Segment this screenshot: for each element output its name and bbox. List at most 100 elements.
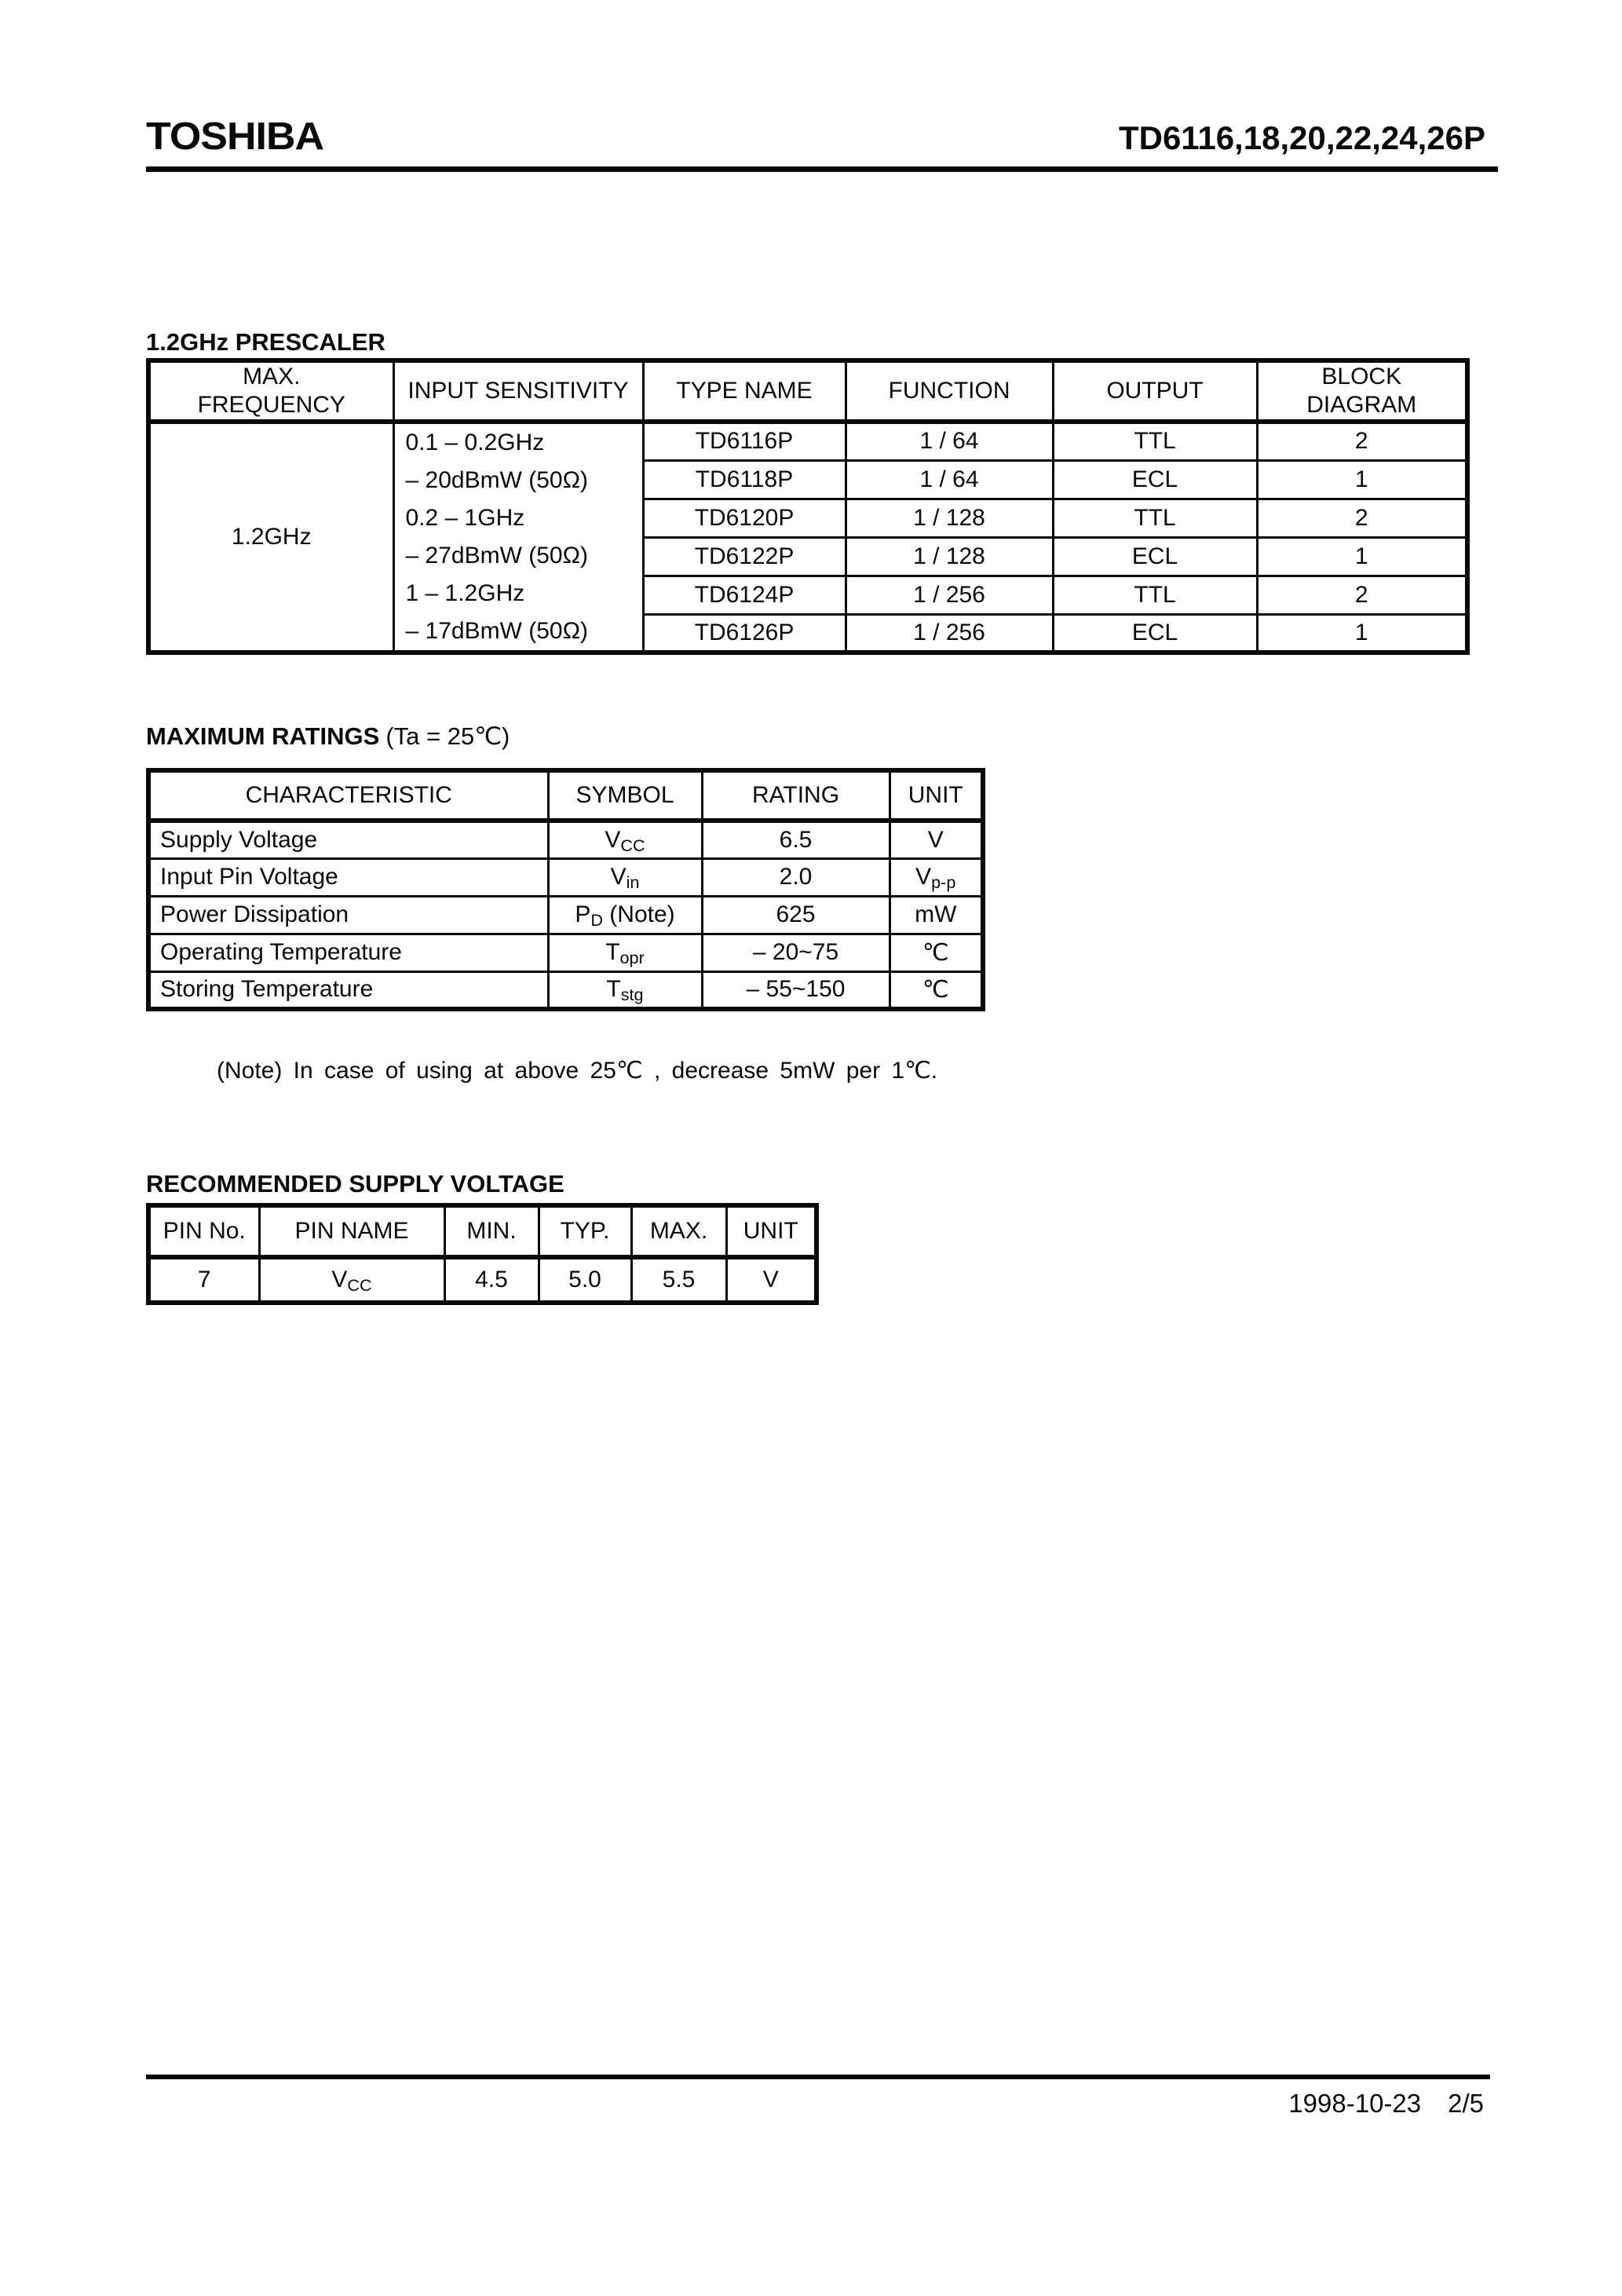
cell-unit: V <box>725 1256 818 1304</box>
cell-symbol: Tstg <box>546 970 703 1011</box>
col-pin-no: PIN No. <box>147 1204 261 1260</box>
cell-max-frequency: 1.2GHz <box>147 420 395 654</box>
cell-block-diagram: 2 <box>1255 420 1469 462</box>
cell-unit: mW <box>888 894 985 935</box>
cell-rating: – 55~150 <box>700 970 891 1011</box>
col-unit: UNIT <box>888 769 985 823</box>
cell-type-name: TD6118P <box>641 459 847 500</box>
cell-characteristic: Input Pin Voltage <box>147 857 550 898</box>
table-row: Storing Temperature Tstg – 55~150 ℃ <box>147 970 985 1011</box>
table-row: 1.2GHz 0.1 – 0.2GHz – 20dBmW (50Ω) 0.2 –… <box>147 420 1469 654</box>
cell-typ: 5.0 <box>537 1256 633 1304</box>
cell-rating: 625 <box>700 894 891 935</box>
sensitivity-line: – 20dBmW (50Ω) <box>405 467 589 493</box>
table-row: TD6122P 1 / 128 ECL 1 <box>148 536 1469 577</box>
supply-voltage-section-title: RECOMMENDED SUPPLY VOLTAGE <box>146 1170 564 1197</box>
cell-type-name: TD6122P <box>641 536 847 577</box>
cell-block-diagram: 1 <box>1255 459 1469 500</box>
supply-voltage-table: PIN No. PIN NAME MIN. TYP. MAX. UNIT 7 V… <box>146 1203 819 1305</box>
max-ratings-section-title: MAXIMUM RATINGS (Ta = 25℃) <box>146 722 510 751</box>
cell-function: 1 / 256 <box>844 612 1054 654</box>
footer-rule <box>146 2075 1490 2079</box>
symbol-base: V <box>610 864 627 890</box>
max-ratings-header-row: CHARACTERISTIC SYMBOL RATING UNIT <box>147 769 985 823</box>
unit-base: ℃ <box>922 976 949 1003</box>
cell-output: TTL <box>1051 574 1259 616</box>
prescaler-header-row: MAX. FREQUENCY INPUT SENSITIVITY TYPE NA… <box>147 359 1469 424</box>
cell-function: 1 / 64 <box>844 420 1054 462</box>
cell-type-name: TD6116P <box>641 420 847 462</box>
col-type-name: TYPE NAME <box>641 359 847 424</box>
symbol-suffix: (Note) <box>602 901 675 927</box>
header-rule <box>146 166 1498 172</box>
prescaler-table: MAX. FREQUENCY INPUT SENSITIVITY TYPE NA… <box>146 358 1470 655</box>
symbol-sub: stg <box>620 985 644 1004</box>
cell-type-name: TD6120P <box>641 497 847 539</box>
max-ratings-condition: (Ta = 25℃) <box>385 722 510 750</box>
unit-base: mW <box>915 901 957 927</box>
cell-unit: V <box>888 819 985 860</box>
cell-pin-no: 7 <box>147 1256 261 1304</box>
max-ratings-table: CHARACTERISTIC SYMBOL RATING UNIT Supply… <box>146 768 985 1011</box>
cell-characteristic: Supply Voltage <box>147 819 550 860</box>
unit-sub: p-p <box>931 872 956 892</box>
cell-type-name: TD6126P <box>641 612 847 654</box>
cell-min: 4.5 <box>443 1256 540 1304</box>
col-typ: TYP. <box>537 1204 633 1260</box>
symbol-base: V <box>605 826 621 853</box>
cell-input-sensitivity: 0.1 – 0.2GHz – 20dBmW (50Ω) 0.2 – 1GHz –… <box>392 420 645 654</box>
max-ratings-title: MAXIMUM RATINGS <box>146 722 380 750</box>
unit-base: V <box>927 826 944 853</box>
symbol-sub: D <box>590 909 603 930</box>
col-input-sensitivity: INPUT SENSITIVITY <box>392 359 645 424</box>
cell-function: 1 / 256 <box>844 574 1054 616</box>
sensitivity-line: 1 – 1.2GHz <box>405 580 525 606</box>
cell-unit: ℃ <box>888 932 985 973</box>
cell-output: ECL <box>1051 612 1259 654</box>
symbol-base: T <box>605 939 620 965</box>
footer-date: 1998-10-23 <box>1288 2089 1422 2118</box>
sensitivity-line: – 17dBmW (50Ω) <box>405 618 589 644</box>
note-text: (Note) In case of using at above 25℃ , d… <box>217 1058 938 1084</box>
footer-page-number: 2/5 <box>1448 2089 1484 2118</box>
cell-symbol: Topr <box>546 932 703 973</box>
cell-symbol: PD (Note) <box>546 894 703 935</box>
table-row: TD6124P 1 / 256 TTL 2 <box>148 574 1469 616</box>
col-rating: RATING <box>700 769 891 823</box>
cell-output: ECL <box>1051 536 1259 577</box>
cell-output: TTL <box>1051 497 1259 539</box>
symbol-base: T <box>606 976 621 1003</box>
cell-output: TTL <box>1051 420 1259 462</box>
table-row: 7 VCC 4.5 5.0 5.5 V <box>147 1256 818 1304</box>
col-output: OUTPUT <box>1051 359 1259 424</box>
sensitivity-line: 0.2 – 1GHz <box>405 505 525 531</box>
cell-characteristic: Power Dissipation <box>147 894 550 935</box>
col-max-frequency: MAX. FREQUENCY <box>147 359 395 424</box>
prescaler-section-title: 1.2GHz PRESCALER <box>146 328 385 356</box>
cell-block-diagram: 2 <box>1255 497 1469 539</box>
toshiba-logo: TOSHIBA <box>146 115 324 159</box>
cell-unit: Vp-p <box>888 857 985 898</box>
col-block-diagram: BLOCK DIAGRAM <box>1255 359 1469 424</box>
col-min: MIN. <box>443 1204 540 1260</box>
unit-base: V <box>915 864 932 890</box>
table-row: TD6120P 1 / 128 TTL 2 <box>148 497 1469 539</box>
pin-name-sub: CC <box>347 1274 372 1295</box>
col-function: FUNCTION <box>844 359 1054 424</box>
col-pin-name: PIN NAME <box>258 1204 446 1260</box>
symbol-base: P <box>575 901 591 927</box>
cell-block-diagram: 1 <box>1255 612 1469 654</box>
cell-type-name: TD6124P <box>641 574 847 616</box>
cell-rating: 2.0 <box>700 857 891 898</box>
symbol-sub: opr <box>619 947 645 967</box>
cell-symbol: Vin <box>546 857 703 898</box>
pin-name-base: V <box>331 1267 348 1292</box>
footer: 1998-10-23 2/5 <box>1288 2089 1484 2119</box>
sensitivity-line: – 27dBmW (50Ω) <box>405 543 589 569</box>
cell-characteristic: Operating Temperature <box>147 932 550 973</box>
symbol-sub: CC <box>620 835 645 855</box>
table-row: Input Pin Voltage Vin 2.0 Vp-p <box>147 857 985 898</box>
cell-block-diagram: 1 <box>1255 536 1469 577</box>
cell-max: 5.5 <box>630 1256 728 1304</box>
